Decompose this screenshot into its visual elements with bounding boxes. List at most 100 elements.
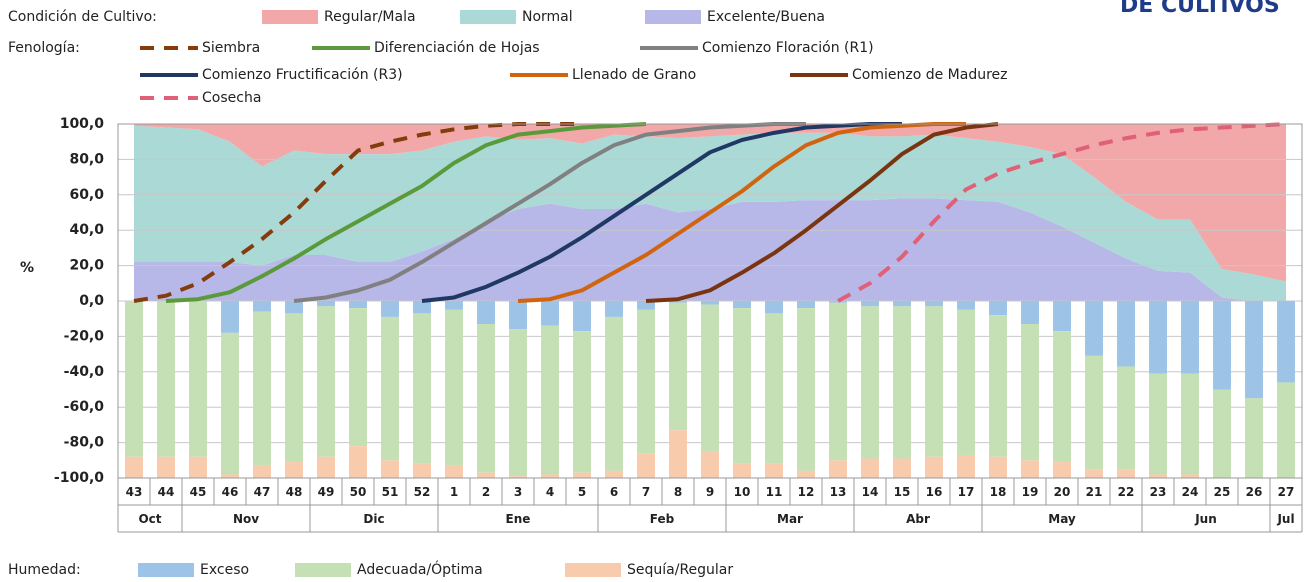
y-tick-label: -40,0 (64, 364, 105, 380)
y-tick-label: 20,0 (69, 258, 104, 274)
bar (829, 302, 847, 461)
legend-swatch (460, 10, 516, 24)
bar (221, 332, 239, 475)
bar (957, 301, 975, 310)
bar (925, 306, 943, 457)
x-tick-label: 17 (958, 485, 975, 499)
bar (989, 456, 1007, 478)
corner-title: DE CULTIVOS (1120, 0, 1280, 18)
bar (637, 301, 655, 310)
bar (445, 309, 463, 466)
bar (157, 301, 175, 457)
bar (381, 301, 399, 317)
y-tick-label: 80,0 (69, 151, 104, 167)
x-tick-label: 52 (414, 485, 431, 499)
legend-label: Exceso (200, 562, 249, 578)
bar (157, 456, 175, 478)
legend-group-title: Condición de Cultivo: (8, 9, 157, 25)
x-tick-label: 18 (990, 485, 1007, 499)
x-tick-label: 9 (706, 485, 714, 499)
month-label: Jun (1194, 512, 1217, 526)
bar (701, 301, 719, 305)
x-tick-label: 20 (1054, 485, 1071, 499)
y-tick-label: -20,0 (64, 328, 105, 344)
bar (1213, 301, 1231, 390)
bar (893, 301, 911, 307)
bar (509, 329, 527, 477)
bar (1117, 366, 1135, 470)
bar (605, 316, 623, 471)
y-tick-label: 100,0 (60, 116, 105, 132)
phenology-line (133, 122, 582, 303)
bar (733, 308, 751, 464)
legend-label: Comienzo de Madurez (852, 67, 1008, 83)
bar (1085, 469, 1103, 478)
bar (861, 301, 879, 307)
x-tick-label: 16 (926, 485, 943, 499)
bar (253, 301, 271, 312)
legend-swatch (262, 10, 318, 24)
bar (573, 472, 591, 478)
bar (765, 463, 783, 478)
x-tick-label: 13 (830, 485, 847, 499)
bar (669, 301, 687, 303)
x-tick-label: 49 (318, 485, 335, 499)
month-label: Oct (138, 512, 161, 526)
phenology-line (293, 122, 806, 303)
bar (1181, 301, 1199, 374)
legend-label: Diferenciación de Hojas (374, 40, 540, 56)
bar (1053, 331, 1071, 463)
x-tick-label: 25 (1214, 485, 1231, 499)
y-tick-label: -80,0 (64, 435, 105, 451)
bar (477, 324, 495, 473)
bar (765, 313, 783, 464)
bar (605, 301, 623, 317)
phenology-line (645, 122, 999, 303)
bar (317, 306, 335, 457)
bar (1277, 382, 1295, 478)
bar (285, 301, 303, 314)
bar (413, 301, 431, 314)
bar (637, 453, 655, 478)
x-tick-label: 23 (1150, 485, 1167, 499)
bar (637, 309, 655, 454)
bar (1149, 301, 1167, 374)
bar (381, 316, 399, 461)
x-tick-label: 3 (514, 485, 522, 499)
bar (445, 465, 463, 478)
bar (1181, 474, 1199, 478)
month-label: Abr (906, 512, 930, 526)
bar (989, 315, 1007, 457)
bar (285, 462, 303, 478)
x-tick-label: 27 (1278, 485, 1295, 499)
x-tick-label: 1 (450, 485, 458, 499)
phenology-line (837, 122, 1287, 303)
bar (541, 474, 559, 478)
phenology-line (165, 122, 647, 303)
bar (285, 313, 303, 463)
bar (1181, 373, 1199, 475)
phenology-line (517, 122, 966, 303)
legend-swatch (138, 563, 194, 577)
x-tick-label: 44 (158, 485, 175, 499)
legend-group-title: Humedad: (8, 562, 81, 578)
bar (957, 454, 975, 478)
bar (253, 465, 271, 478)
x-tick-label: 5 (578, 485, 586, 499)
bar (573, 301, 591, 332)
x-tick-label: 14 (862, 485, 879, 499)
bar (1117, 301, 1135, 367)
bar (1149, 474, 1167, 478)
bar (221, 474, 239, 478)
legend-swatch (565, 563, 621, 577)
bar (1053, 301, 1071, 332)
bar (317, 456, 335, 478)
month-label: Dic (363, 512, 384, 526)
bar (669, 302, 687, 431)
bar (349, 446, 367, 478)
legend-label: Sequía/Regular (627, 562, 733, 578)
bar (893, 306, 911, 459)
bar (797, 470, 815, 478)
month-label: Nov (233, 512, 259, 526)
